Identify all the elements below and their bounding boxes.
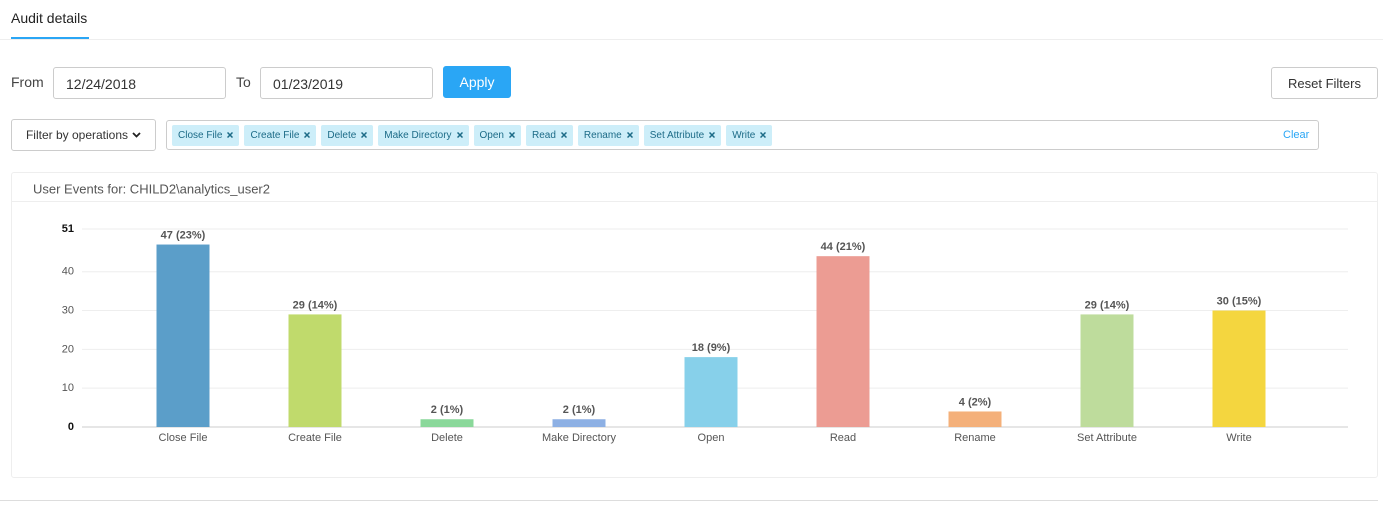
chevron	[132, 132, 141, 138]
tag-label: Set Attribute	[649, 129, 705, 141]
bar	[156, 244, 210, 427]
from-label: From	[11, 74, 44, 90]
bottom-line	[0, 500, 1378, 501]
value-label: 47 (23%)	[161, 229, 206, 241]
tag-box: Close File Create File Delete Make Director…	[166, 120, 1319, 150]
tag-label: Open	[479, 129, 504, 141]
operations-button[interactable]: Filter by operations	[11, 119, 156, 151]
bar	[1212, 310, 1266, 427]
value-label: 2 (1%)	[563, 404, 596, 416]
tag-label: Rename	[583, 129, 622, 141]
tag[interactable]: Open	[473, 124, 521, 146]
bar	[420, 419, 474, 427]
divider	[0, 39, 1383, 40]
y-tick-label: 0	[68, 421, 74, 433]
x-tick-label: Create File	[288, 432, 342, 444]
clear-link[interactable]: Clear	[1283, 129, 1310, 141]
x-tick-label: Make Directory	[542, 432, 616, 444]
tag[interactable]: Rename	[577, 124, 639, 146]
tag-remove[interactable]	[304, 132, 311, 138]
chart-panel	[11, 172, 1378, 478]
value-label: 29 (14%)	[293, 299, 338, 311]
operations-label: Filter by operations	[25, 128, 129, 142]
x-tick-label: Read	[830, 432, 856, 444]
tag[interactable]: Read	[526, 124, 573, 146]
x-tick-label: Rename	[954, 432, 996, 444]
reset-button[interactable]: Reset Filters	[1271, 67, 1378, 99]
bar	[816, 256, 870, 427]
tag[interactable]: Close File	[172, 124, 240, 146]
x-tick-label: Open	[698, 432, 725, 444]
tag-remove[interactable]	[626, 132, 633, 138]
tag-remove[interactable]	[709, 132, 716, 138]
value-label: 29 (14%)	[1085, 299, 1130, 311]
from-input[interactable]: 12/24/2018	[53, 67, 226, 99]
tag-label: Create File	[250, 129, 300, 141]
value-label: 4 (2%)	[959, 396, 992, 408]
tag-remove[interactable]	[760, 132, 767, 138]
value-label: 44 (21%)	[821, 241, 866, 253]
y-tick-label: 30	[62, 304, 74, 316]
tag-label: Close File	[178, 129, 223, 141]
value-label: 18 (9%)	[692, 342, 731, 354]
x-tick-label: Write	[1226, 432, 1251, 444]
tag-remove[interactable]	[227, 132, 234, 138]
tag-remove[interactable]	[509, 132, 515, 138]
tag-label: Make Directory	[384, 129, 452, 141]
bar	[684, 357, 738, 427]
y-tick-label: 51	[62, 223, 74, 235]
panel-divider	[11, 201, 1378, 202]
chart-title: User Events for: CHILD2\analytics_user2	[33, 181, 270, 196]
tab[interactable]: Audit details	[11, 10, 88, 26]
tag-remove[interactable]	[456, 132, 463, 138]
tag[interactable]: Set Attribute	[643, 124, 722, 146]
tag-remove[interactable]	[560, 132, 567, 138]
value-label: 2 (1%)	[431, 404, 464, 416]
tag[interactable]: Delete	[321, 124, 374, 146]
y-tick-label: 10	[62, 382, 74, 394]
bar	[1080, 314, 1134, 427]
to-input[interactable]: 01/23/2019	[260, 67, 433, 99]
tab-underline	[11, 37, 89, 39]
y-tick-label: 20	[62, 343, 74, 355]
bar	[288, 314, 342, 427]
to-label: To	[236, 74, 251, 90]
tag-remove[interactable]	[361, 132, 368, 138]
x-tick-label: Delete	[431, 432, 463, 444]
bar	[948, 411, 1002, 427]
value-label: 30 (15%)	[1217, 295, 1262, 307]
tag-label: Write	[732, 129, 756, 141]
x-tick-label: Close File	[159, 432, 208, 444]
x-tick-label: Set Attribute	[1077, 432, 1137, 444]
apply-button[interactable]: Apply	[443, 66, 511, 98]
tag[interactable]: Make Directory	[378, 124, 469, 146]
y-tick-label: 40	[62, 266, 74, 278]
tag[interactable]: Create File	[244, 124, 317, 146]
tag-label: Read	[532, 129, 556, 141]
tag-label: Delete	[327, 129, 357, 141]
tag[interactable]: Write	[726, 124, 773, 146]
bar	[552, 419, 606, 427]
